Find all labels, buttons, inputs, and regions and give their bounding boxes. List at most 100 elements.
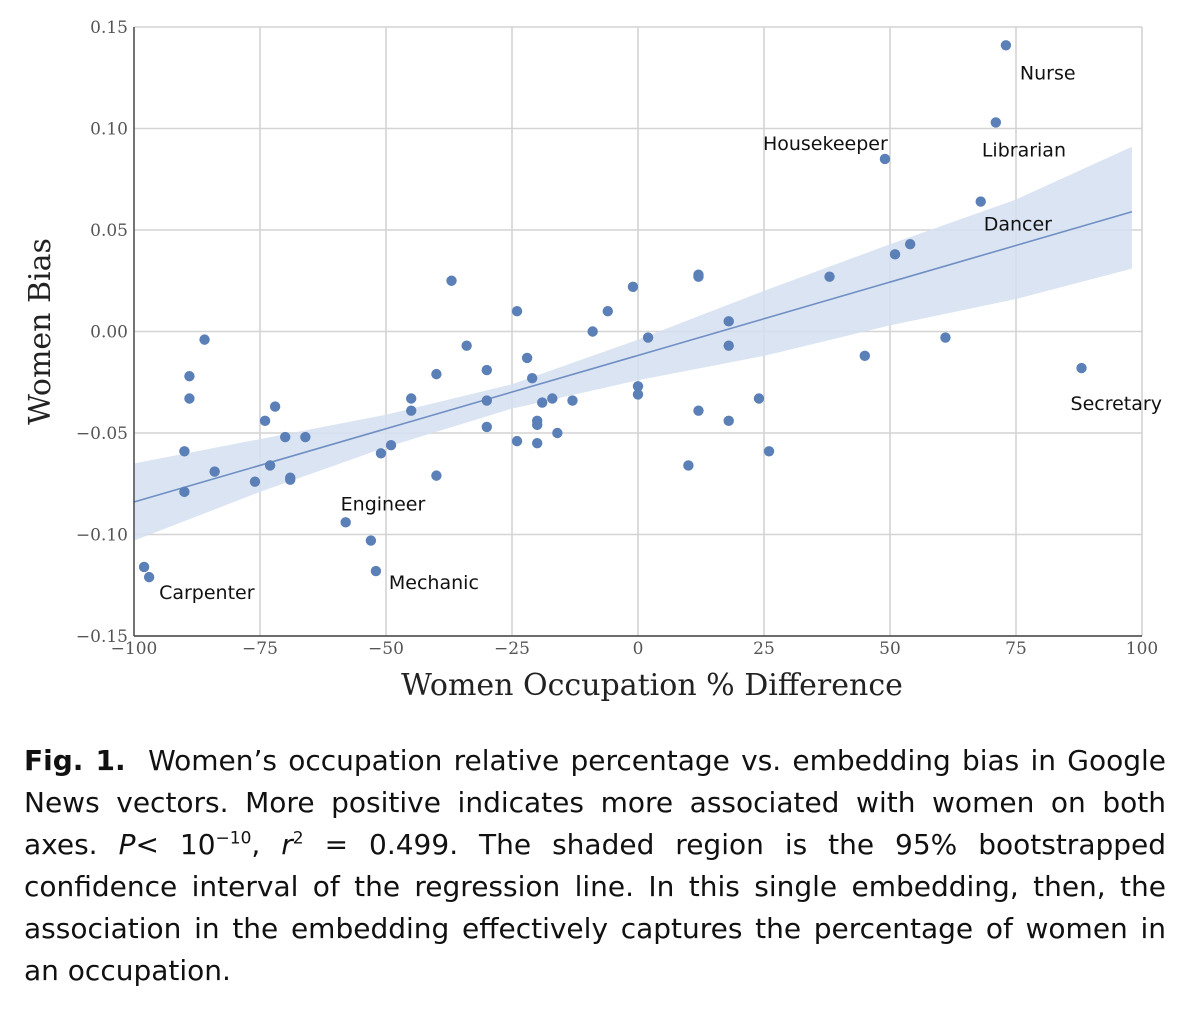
data-point [693, 269, 704, 280]
x-tick-label: 50 [879, 639, 901, 659]
data-point [526, 372, 538, 384]
label-nurse: Nurse [1020, 62, 1076, 84]
r-squared-value: 0.499 [369, 828, 450, 861]
data-point [904, 239, 916, 250]
point-mechanic [370, 565, 382, 577]
data-point [602, 306, 613, 317]
y-tick-label: 0.05 [90, 221, 128, 241]
x-tick-label: 0 [633, 639, 644, 659]
data-point [143, 571, 155, 583]
data-point [723, 415, 734, 427]
data-point [269, 401, 281, 412]
r-variable: r [281, 828, 293, 861]
y-axis-title: Women Bias [23, 238, 58, 425]
p-base: 10 [179, 828, 216, 861]
data-point [683, 460, 694, 471]
p-variable: P [118, 828, 136, 861]
x-tick-label: −25 [494, 639, 530, 659]
data-point [723, 316, 734, 327]
data-point [249, 476, 261, 487]
data-point [179, 486, 190, 498]
data-point [511, 306, 523, 317]
data-point [375, 448, 387, 459]
data-point [632, 381, 644, 392]
data-point [642, 332, 654, 343]
regression-line [133, 210, 1133, 503]
data-point [285, 474, 296, 485]
y-tick-label: −0.10 [76, 526, 128, 546]
x-axis-title: Women Occupation % Difference [401, 668, 903, 703]
data-point [385, 439, 397, 451]
data-point [521, 352, 533, 364]
x-tick-label: 100 [1126, 639, 1158, 659]
data-point [431, 368, 442, 380]
caption-text-2: . The shaded region is the 95% bootstrap… [24, 828, 1167, 987]
data-point [406, 393, 417, 404]
data-point [763, 446, 775, 457]
less-than: < [135, 828, 159, 861]
data-point [547, 393, 558, 404]
data-point [537, 397, 548, 408]
x-tick-label: 25 [753, 639, 775, 659]
data-point [753, 393, 765, 404]
data-point [184, 370, 195, 382]
data-point [199, 334, 210, 345]
data-point [481, 395, 492, 406]
y-tick-label: 0.00 [90, 323, 128, 343]
point-secretary [1076, 362, 1087, 374]
data-point [365, 535, 377, 546]
axes [133, 27, 1142, 637]
data-point [406, 405, 417, 416]
data-point [940, 332, 951, 343]
point-librarian [990, 117, 1002, 128]
data-point [461, 340, 472, 351]
data-point [859, 350, 870, 362]
scatter-chart: Nurse Librarian Housekeeper Dancer Secretary… [23, 18, 1162, 703]
label-librarian: Librarian [982, 139, 1066, 161]
label-engineer: Engineer [341, 493, 426, 515]
x-tick-label: −75 [242, 639, 278, 659]
label-mechanic: Mechanic [389, 572, 479, 594]
data-point [532, 419, 543, 431]
grid-lines [133, 26, 1143, 637]
label-housekeeper: Housekeeper [763, 133, 888, 155]
y-tick-label: −0.15 [76, 627, 128, 647]
data-point [552, 427, 563, 439]
data-point [587, 326, 598, 337]
label-secretary: Secretary [1071, 393, 1162, 415]
x-tick-label: −100 [111, 639, 158, 659]
data-point [300, 431, 311, 443]
data-point [481, 364, 492, 376]
data-point [280, 431, 291, 443]
data-point [481, 421, 492, 433]
data-point [723, 340, 734, 351]
data-point [209, 466, 220, 477]
point-dancer [975, 196, 986, 207]
data-point [264, 460, 276, 471]
label-dancer: Dancer [984, 214, 1052, 236]
equals: = [324, 828, 349, 861]
y-tick-label: 0.15 [90, 18, 128, 38]
data-point [431, 470, 442, 481]
tick-labels: −100 −75 −50 −25 0 25 50 75 100 −0.15 −0.10 −0.05 0.… [76, 18, 1158, 659]
point-carpenter [138, 561, 150, 573]
data-point [259, 415, 271, 427]
point-nurse [1000, 40, 1012, 51]
x-tick-label: −50 [368, 639, 404, 659]
point-engineer [340, 517, 351, 528]
data-point [824, 271, 835, 282]
label-carpenter: Carpenter [159, 582, 255, 604]
r-exponent: 2 [292, 828, 304, 849]
figure-label: Fig. 1. [24, 744, 126, 777]
data-point [446, 275, 457, 286]
figure-caption: Fig. 1. Women’s occupation relative perc… [24, 744, 1167, 987]
point-housekeeper [879, 153, 891, 165]
data-point [532, 437, 543, 449]
data-points [138, 40, 1087, 583]
data-point [627, 281, 639, 293]
x-tick-label: 75 [1005, 639, 1027, 659]
caption-text-1: Women’s occupation relative percentage v… [24, 744, 1166, 861]
data-point [179, 446, 190, 457]
y-tick-label: 0.10 [90, 120, 128, 140]
data-point [632, 389, 644, 400]
